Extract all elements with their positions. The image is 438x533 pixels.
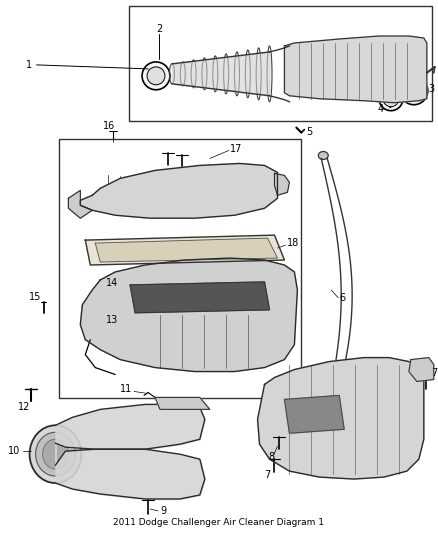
Circle shape <box>379 87 403 111</box>
Text: 10: 10 <box>8 446 21 456</box>
Circle shape <box>383 91 399 107</box>
Polygon shape <box>275 173 290 195</box>
Circle shape <box>400 77 428 104</box>
Text: 5: 5 <box>306 127 313 136</box>
Circle shape <box>147 67 165 85</box>
Text: 7: 7 <box>431 368 437 377</box>
Bar <box>129 6 432 120</box>
Text: 9: 9 <box>160 506 166 516</box>
Polygon shape <box>284 36 427 103</box>
Ellipse shape <box>174 268 192 278</box>
Circle shape <box>405 82 423 100</box>
Polygon shape <box>68 190 92 218</box>
Circle shape <box>142 62 170 90</box>
Text: 3: 3 <box>429 84 435 94</box>
Polygon shape <box>155 398 210 409</box>
Text: 7: 7 <box>265 470 271 480</box>
Bar <box>60 139 301 399</box>
Text: 1: 1 <box>25 60 32 70</box>
Text: 18: 18 <box>287 238 300 248</box>
Polygon shape <box>80 258 297 372</box>
Text: 6: 6 <box>339 293 345 303</box>
Text: 14: 14 <box>106 278 118 288</box>
Text: 13: 13 <box>106 315 118 325</box>
Polygon shape <box>130 282 269 313</box>
Text: 11: 11 <box>120 384 132 394</box>
Ellipse shape <box>30 425 81 483</box>
Ellipse shape <box>298 374 311 382</box>
Ellipse shape <box>35 432 75 476</box>
Ellipse shape <box>407 59 421 83</box>
Text: 15: 15 <box>29 292 42 302</box>
Ellipse shape <box>42 439 68 469</box>
Ellipse shape <box>318 151 328 159</box>
Text: 17: 17 <box>230 143 242 154</box>
Polygon shape <box>95 238 278 262</box>
Text: 16: 16 <box>103 120 115 131</box>
Ellipse shape <box>169 264 197 282</box>
Text: 8: 8 <box>268 452 275 462</box>
Text: 2: 2 <box>156 24 162 34</box>
Text: 2011 Dodge Challenger Air Cleaner Diagram 1: 2011 Dodge Challenger Air Cleaner Diagra… <box>113 519 324 527</box>
Polygon shape <box>284 395 344 433</box>
Polygon shape <box>85 235 284 265</box>
Text: 4: 4 <box>378 104 384 114</box>
Polygon shape <box>258 358 424 479</box>
Polygon shape <box>409 358 434 382</box>
Text: 12: 12 <box>18 402 31 413</box>
Ellipse shape <box>403 52 425 90</box>
Polygon shape <box>80 164 278 218</box>
